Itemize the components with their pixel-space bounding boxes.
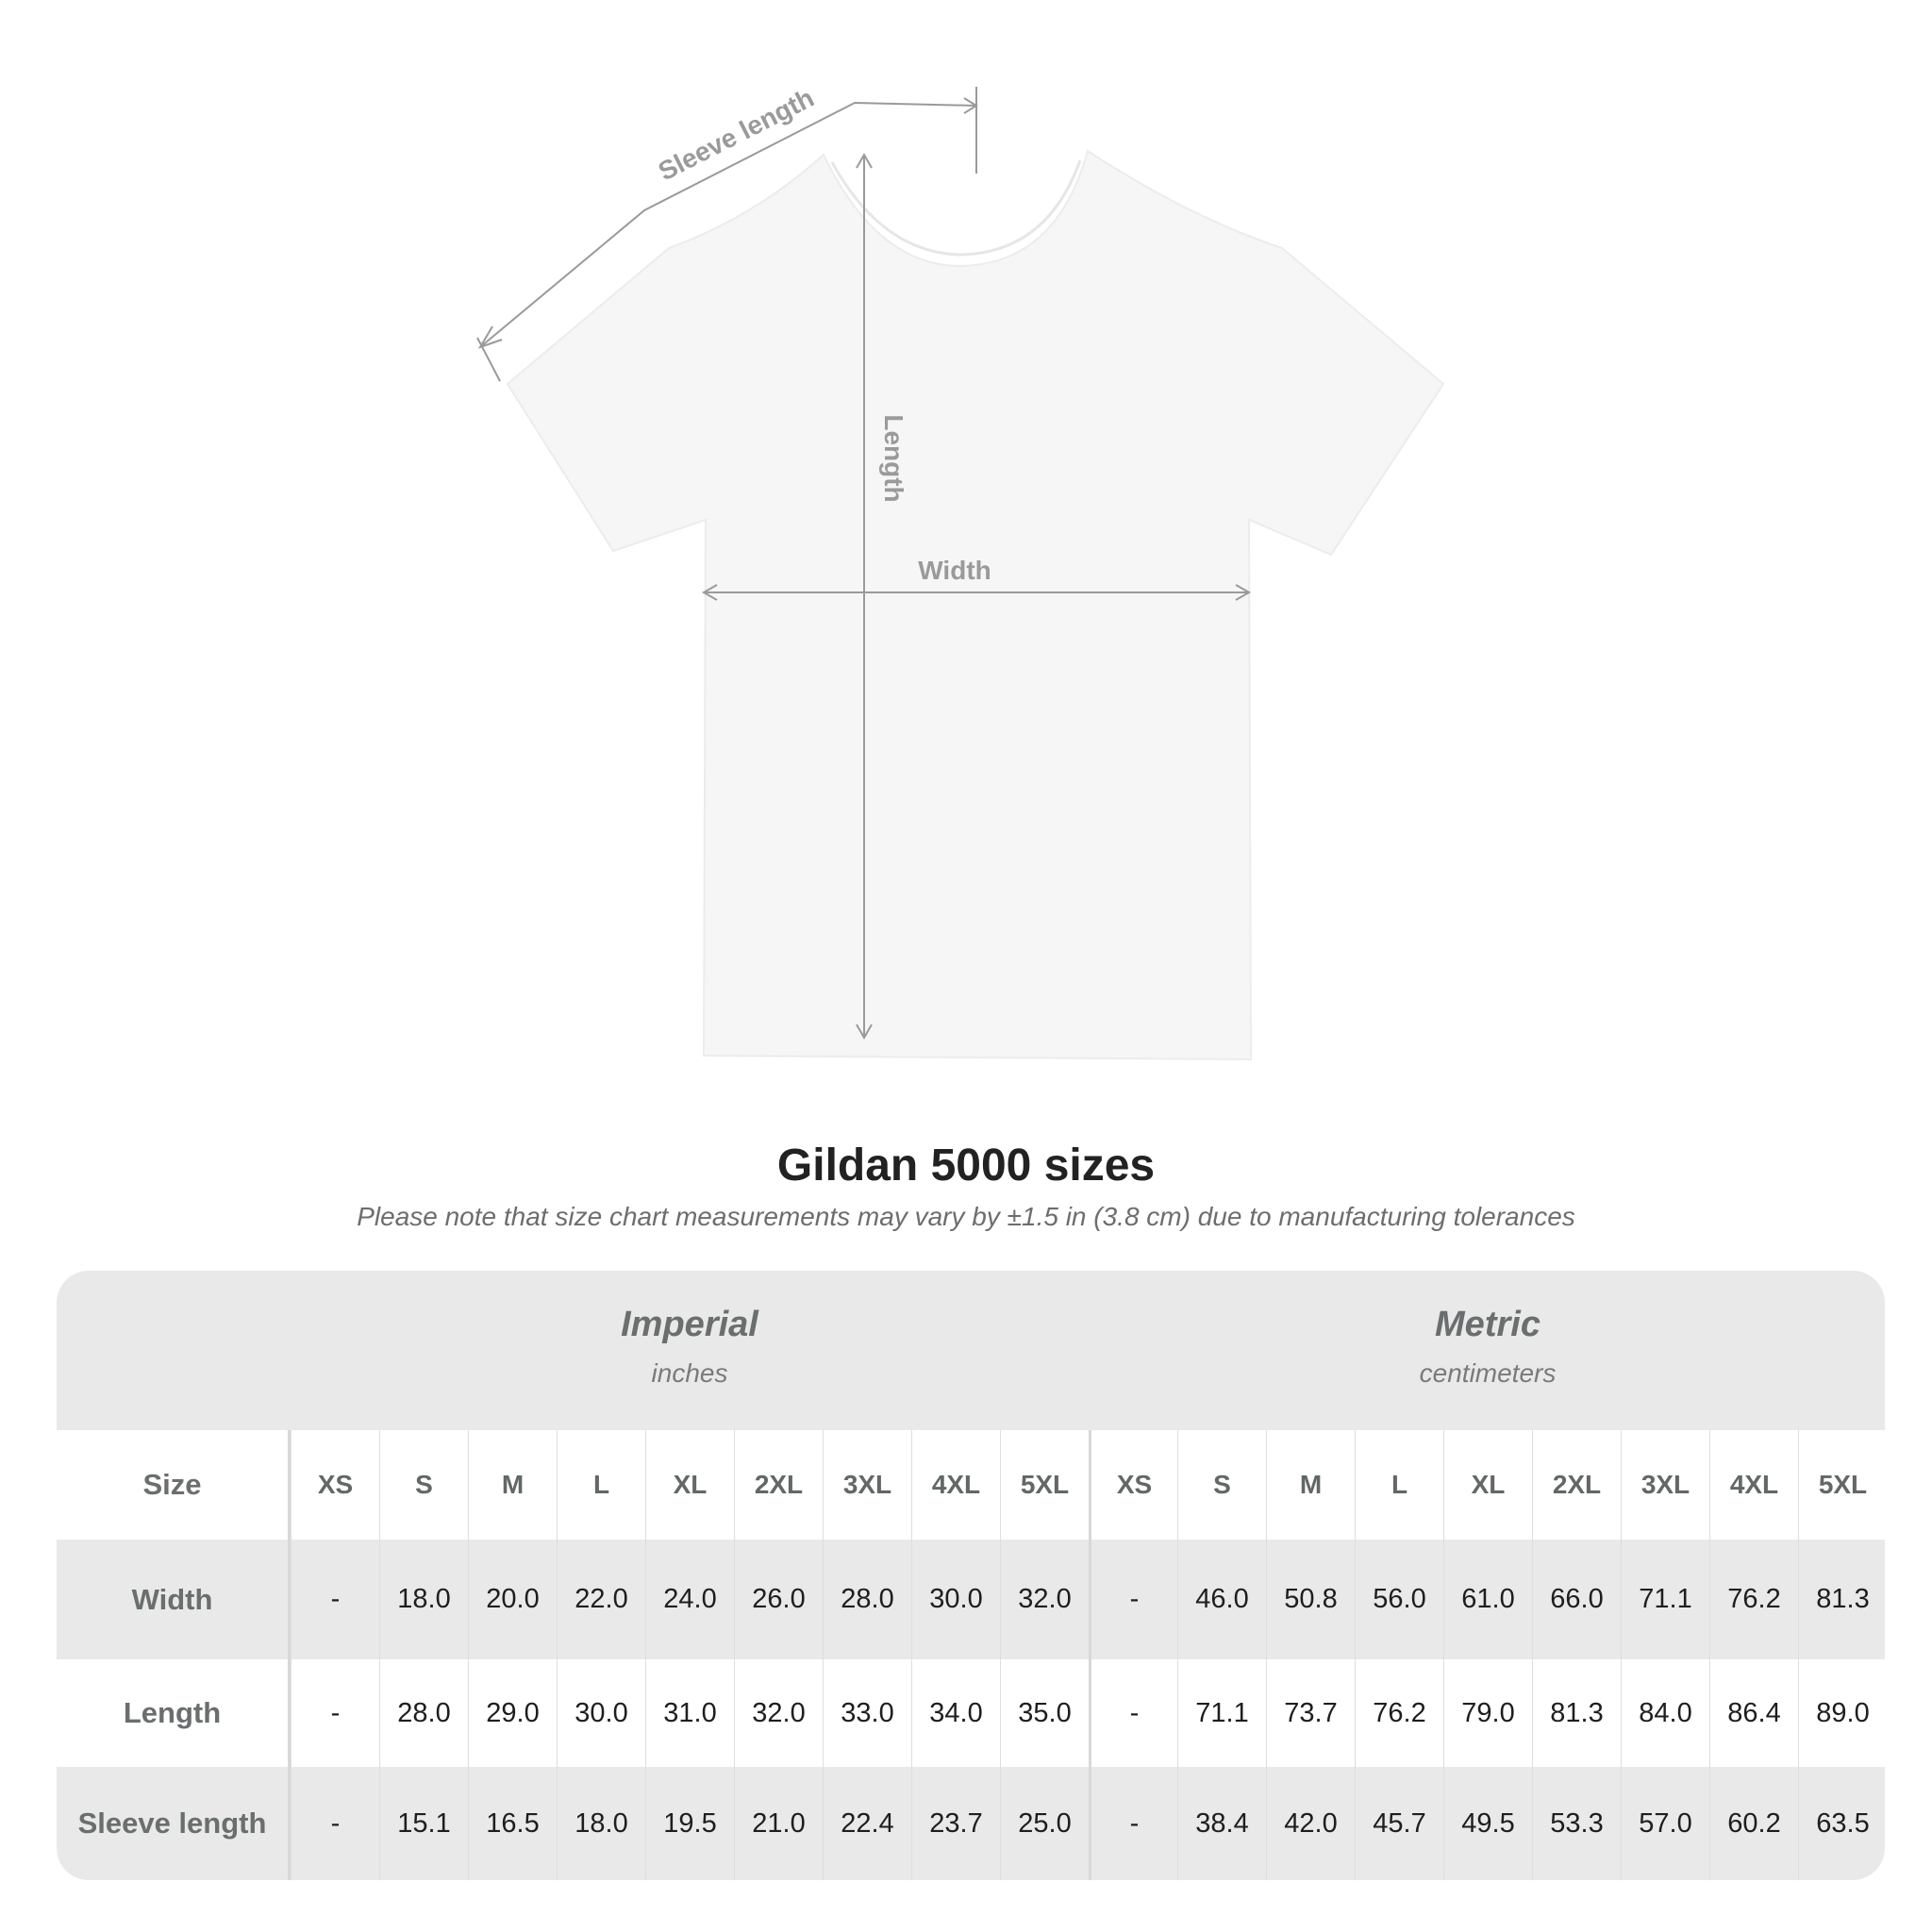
table-cell: 32.0: [1000, 1540, 1089, 1659]
table-cell: 26.0: [734, 1540, 823, 1659]
table-cell: 86.4: [1709, 1659, 1798, 1767]
table-cell: 79.0: [1443, 1659, 1532, 1767]
table-cell: 53.3: [1532, 1767, 1621, 1880]
table-cell: 35.0: [1000, 1659, 1089, 1767]
size-header-metric: 4XL: [1709, 1430, 1798, 1540]
table-cell: 20.0: [468, 1540, 557, 1659]
table-row: Length -28.0 29.0 30.0 31.0 32.0 33.0 34.0 35.0-…: [57, 1659, 1885, 1767]
size-header-imperial: 2XL: [734, 1430, 823, 1540]
size-header-imperial: XS: [291, 1430, 379, 1540]
table-cell: 31.0: [645, 1659, 734, 1767]
table-cell: 22.0: [557, 1540, 645, 1659]
metric-header: Metric centimeters: [1089, 1271, 1885, 1430]
table-cell: 32.0: [734, 1659, 823, 1767]
unit-header-band: [57, 1271, 1885, 1430]
table-cell: 57.0: [1621, 1767, 1709, 1880]
table-cell: 84.0: [1621, 1659, 1709, 1767]
size-header-imperial: S: [379, 1430, 468, 1540]
sleeve-length-line: [479, 101, 977, 348]
size-header-metric: XS: [1089, 1430, 1177, 1540]
table-cell: 46.0: [1177, 1540, 1266, 1659]
table-cell: 60.2: [1709, 1767, 1798, 1880]
table-cell: 22.4: [823, 1767, 911, 1880]
metric-unit: centimeters: [1419, 1358, 1557, 1388]
imperial-title: Imperial: [621, 1305, 758, 1344]
table-cell: 89.0: [1798, 1659, 1885, 1767]
size-header-imperial: XL: [645, 1430, 734, 1540]
size-header-imperial: 5XL: [1000, 1430, 1089, 1540]
table-cell: 33.0: [823, 1659, 911, 1767]
size-header-imperial: 3XL: [823, 1430, 911, 1540]
table-row: Sleeve length -15.1 16.5 18.0 19.5 21.0 22.4 23…: [57, 1767, 1885, 1880]
table-row: Width -18.0 20.0 22.0 24.0 26.0 28.0 30.0 32.0-4…: [57, 1540, 1885, 1659]
collar-seam: [830, 159, 1082, 257]
size-header-metric: L: [1355, 1430, 1443, 1540]
table-cell: 71.1: [1621, 1540, 1709, 1659]
size-header-metric: XL: [1443, 1430, 1532, 1540]
imperial-header: Imperial inches: [291, 1271, 1089, 1430]
tshirt-diagram: Sleeve length Length Width: [476, 83, 1445, 1061]
table-cell: 66.0: [1532, 1540, 1621, 1659]
size-header-imperial: M: [468, 1430, 557, 1540]
table-cell: 23.7: [911, 1767, 1000, 1880]
table-cell: -: [1089, 1540, 1177, 1659]
table-cell: 28.0: [823, 1540, 911, 1659]
table-cell: 30.0: [557, 1659, 645, 1767]
size-header-metric: 3XL: [1621, 1430, 1709, 1540]
table-cell: 24.0: [645, 1540, 734, 1659]
tolerance-note: Please note that size chart measurements…: [357, 1202, 1575, 1231]
table-cell: 18.0: [557, 1767, 645, 1880]
table-cell: 18.0: [379, 1540, 468, 1659]
imperial-unit: inches: [651, 1358, 728, 1388]
table-cell: 38.4: [1177, 1767, 1266, 1880]
table-cell: 29.0: [468, 1659, 557, 1767]
table-cell: 49.5: [1443, 1767, 1532, 1880]
size-header-metric: M: [1266, 1430, 1355, 1540]
table-cell: 45.7: [1355, 1767, 1443, 1880]
table-cell: 81.3: [1798, 1540, 1885, 1659]
table-cell: 61.0: [1443, 1540, 1532, 1659]
row-label: Sleeve length: [57, 1767, 291, 1880]
table-cell: 19.5: [645, 1767, 734, 1880]
table-cell: -: [291, 1540, 379, 1659]
tshirt-shape: [506, 149, 1445, 1061]
table-cell: 71.1: [1177, 1659, 1266, 1767]
size-header-metric: 2XL: [1532, 1430, 1621, 1540]
size-header-imperial: 4XL: [911, 1430, 1000, 1540]
table-cell: 76.2: [1709, 1540, 1798, 1659]
width-label: Width: [918, 556, 991, 585]
table-cell: 42.0: [1266, 1767, 1355, 1880]
table-cell: 63.5: [1798, 1767, 1885, 1880]
table-cell: 30.0: [911, 1540, 1000, 1659]
size-header-metric: 5XL: [1798, 1430, 1885, 1540]
table-cell: 15.1: [379, 1767, 468, 1880]
table-cell: 81.3: [1532, 1659, 1621, 1767]
row-label: Width: [57, 1540, 291, 1659]
table-cell: 50.8: [1266, 1540, 1355, 1659]
table-cell: 25.0: [1000, 1767, 1089, 1880]
table-cell: 21.0: [734, 1767, 823, 1880]
table-cell: 34.0: [911, 1659, 1000, 1767]
size-table: Imperial inches Metric centimeters Size X…: [57, 1271, 1885, 1880]
table-cell: -: [291, 1659, 379, 1767]
length-label: Length: [879, 414, 908, 502]
table-cell: -: [291, 1767, 379, 1880]
size-header-metric: S: [1177, 1430, 1266, 1540]
row-label: Length: [57, 1659, 291, 1767]
metric-title: Metric: [1435, 1305, 1541, 1344]
size-label: Size: [57, 1430, 291, 1540]
size-header-imperial: L: [557, 1430, 645, 1540]
table-cell: -: [1089, 1767, 1177, 1880]
table-cell: 28.0: [379, 1659, 468, 1767]
table-cell: 16.5: [468, 1767, 557, 1880]
table-cell: 56.0: [1355, 1540, 1443, 1659]
table-cell: 73.7: [1266, 1659, 1355, 1767]
size-header-row: Size XS S M L XL 2XL 3XL 4XL 5XL XS S M L XL 2XL 3XL 4XL 5…: [57, 1430, 1885, 1540]
page-title: Gildan 5000 sizes: [776, 1141, 1156, 1191]
table-cell: -: [1089, 1659, 1177, 1767]
table-cell: 76.2: [1355, 1659, 1443, 1767]
